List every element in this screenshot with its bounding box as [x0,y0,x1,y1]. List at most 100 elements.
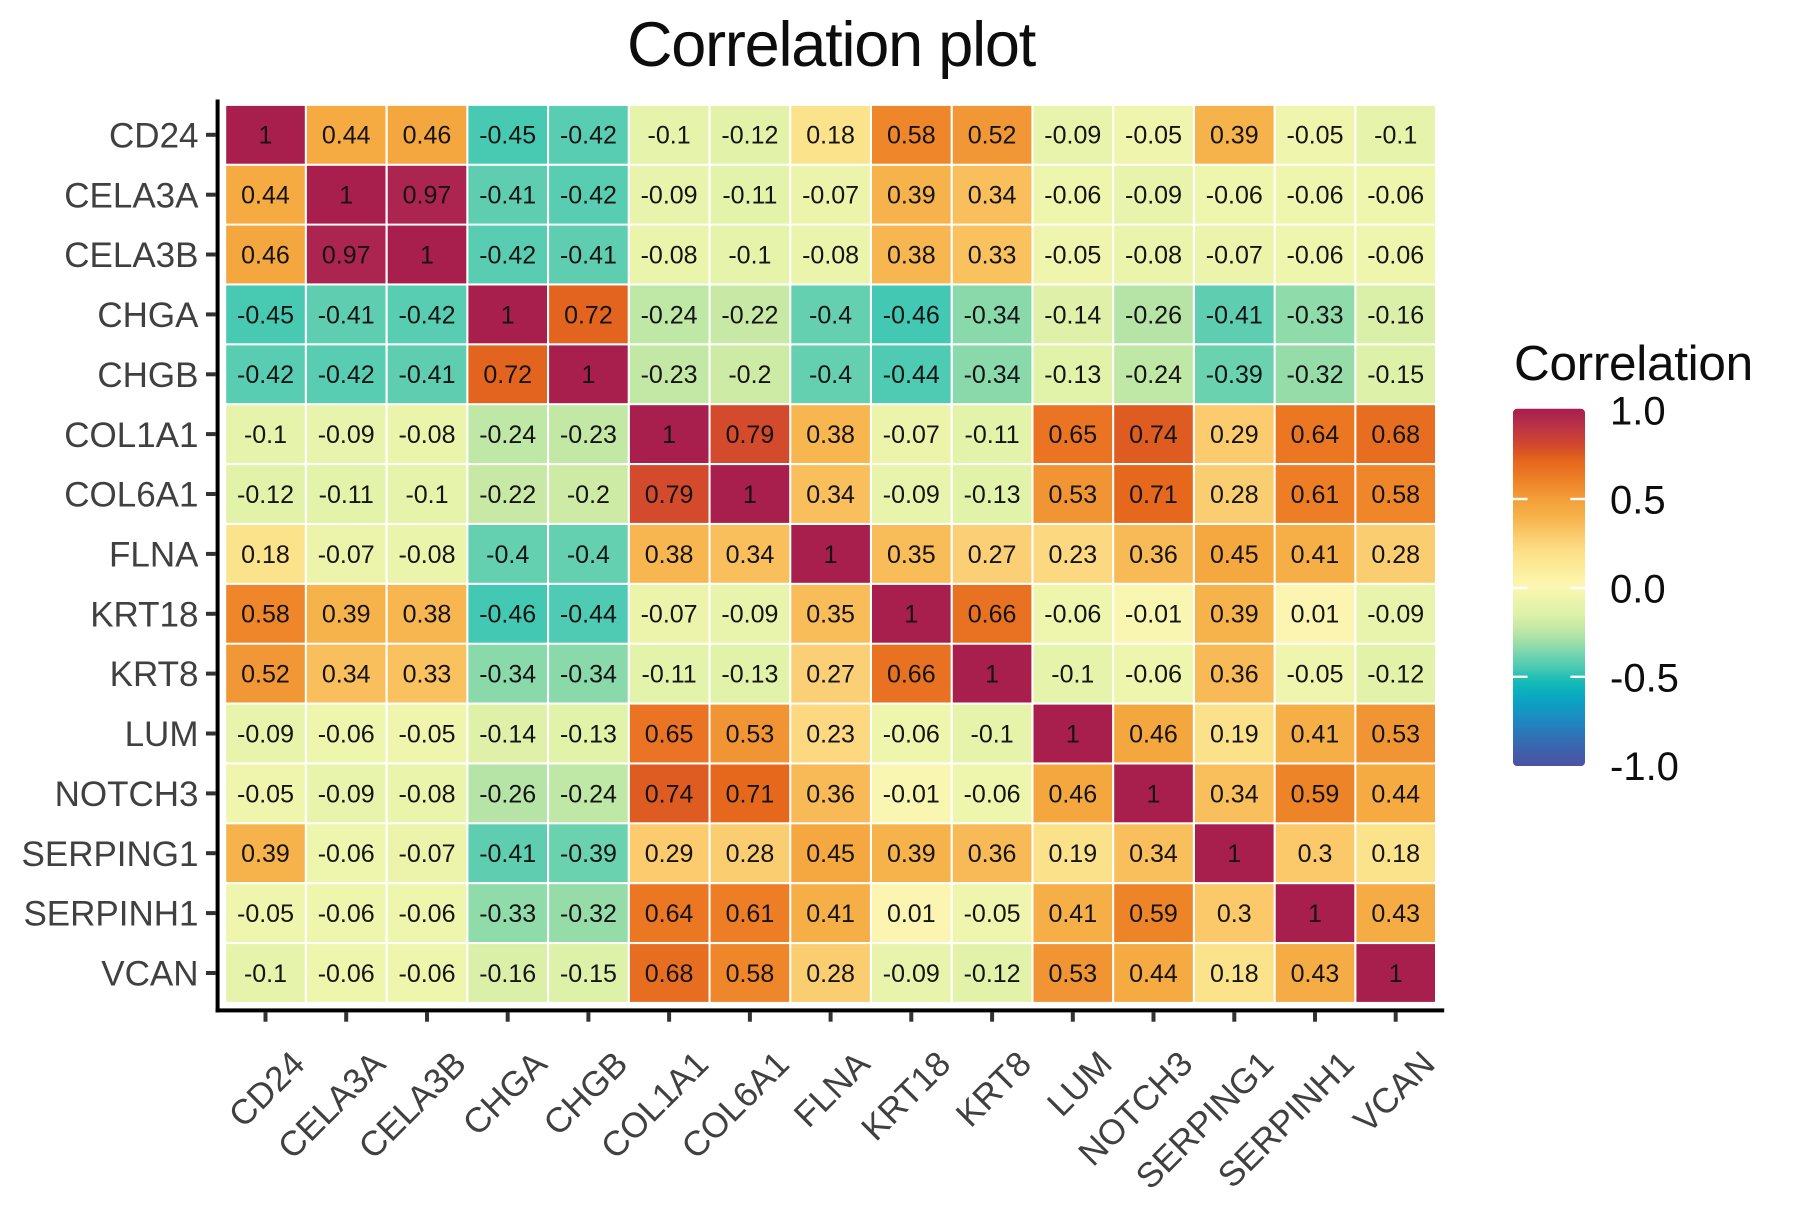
svg-text:0.5: 0.5 [1610,479,1666,523]
svg-text:Correlation: Correlation [1514,336,1753,391]
svg-text:-0.08: -0.08 [641,241,698,269]
svg-text:0.72: 0.72 [483,361,532,389]
svg-text:0.34: 0.34 [968,182,1017,210]
svg-text:-0.13: -0.13 [1044,361,1101,389]
svg-text:-0.05: -0.05 [1125,122,1182,150]
svg-text:FLNA: FLNA [109,536,199,575]
svg-text:-0.13: -0.13 [721,661,778,689]
svg-text:-0.34: -0.34 [964,301,1021,329]
svg-text:0.45: 0.45 [806,840,855,868]
svg-text:-0.41: -0.41 [318,301,375,329]
svg-text:0.52: 0.52 [968,122,1017,150]
svg-text:-0.24: -0.24 [560,780,617,808]
svg-text:-0.23: -0.23 [641,361,698,389]
svg-text:-0.06: -0.06 [964,780,1021,808]
svg-text:CELA3B: CELA3B [64,236,198,275]
svg-text:0.34: 0.34 [1210,780,1259,808]
svg-text:Correlation plot: Correlation plot [627,10,1037,80]
svg-text:0.72: 0.72 [564,301,613,329]
svg-text:0.28: 0.28 [806,960,855,988]
svg-text:0.43: 0.43 [1371,900,1420,928]
svg-text:0.35: 0.35 [806,601,855,629]
svg-text:-0.08: -0.08 [399,541,456,569]
svg-text:0.36: 0.36 [1129,541,1178,569]
svg-text:-0.05: -0.05 [964,900,1021,928]
svg-text:0.38: 0.38 [403,601,452,629]
svg-text:-0.26: -0.26 [1125,301,1182,329]
svg-text:0.41: 0.41 [806,900,855,928]
svg-text:0.97: 0.97 [322,241,371,269]
svg-text:-0.41: -0.41 [479,840,536,868]
svg-text:-0.45: -0.45 [479,122,536,150]
svg-text:0.68: 0.68 [645,960,694,988]
svg-text:CD24: CD24 [109,116,198,155]
svg-text:1: 1 [339,182,353,210]
svg-text:0.43: 0.43 [1291,960,1340,988]
svg-text:-0.44: -0.44 [883,361,940,389]
svg-text:-0.2: -0.2 [728,361,771,389]
svg-text:0.18: 0.18 [241,541,290,569]
svg-text:-0.06: -0.06 [318,960,375,988]
svg-text:-0.41: -0.41 [1206,301,1263,329]
svg-text:0.68: 0.68 [1371,421,1420,449]
svg-text:1: 1 [581,361,595,389]
svg-text:0.19: 0.19 [1048,840,1097,868]
svg-text:-0.09: -0.09 [1044,122,1101,150]
svg-text:-0.06: -0.06 [1044,182,1101,210]
svg-text:0.53: 0.53 [726,720,775,748]
svg-text:-0.06: -0.06 [1044,601,1101,629]
svg-text:0.53: 0.53 [1371,720,1420,748]
svg-text:-0.45: -0.45 [237,301,294,329]
svg-text:-0.4: -0.4 [809,301,852,329]
svg-text:-0.14: -0.14 [1044,301,1101,329]
svg-text:COL6A1: COL6A1 [64,476,198,515]
svg-text:-0.07: -0.07 [399,840,456,868]
svg-text:0.39: 0.39 [887,840,936,868]
svg-text:SERPINH1: SERPINH1 [23,895,198,934]
svg-text:0.27: 0.27 [968,541,1017,569]
svg-text:-0.11: -0.11 [722,182,777,210]
svg-text:1: 1 [743,481,757,509]
svg-text:-1.0: -1.0 [1610,745,1679,789]
svg-text:-0.12: -0.12 [1367,661,1424,689]
svg-text:-0.11: -0.11 [965,421,1020,449]
svg-text:-0.41: -0.41 [560,241,617,269]
svg-text:-0.09: -0.09 [883,960,940,988]
svg-text:-0.42: -0.42 [479,241,536,269]
svg-text:CHGA: CHGA [97,296,199,335]
svg-text:0.61: 0.61 [726,900,775,928]
svg-text:-0.09: -0.09 [318,780,375,808]
svg-text:-0.34: -0.34 [964,361,1021,389]
svg-text:0.53: 0.53 [1048,481,1097,509]
svg-text:-0.09: -0.09 [721,601,778,629]
svg-text:-0.09: -0.09 [237,720,294,748]
svg-text:-0.46: -0.46 [883,301,940,329]
svg-text:1: 1 [1147,780,1161,808]
svg-text:0.58: 0.58 [887,122,936,150]
svg-text:-0.06: -0.06 [318,900,375,928]
svg-text:0.34: 0.34 [1129,840,1178,868]
svg-text:SERPING1: SERPING1 [22,835,199,874]
svg-text:0.33: 0.33 [968,241,1017,269]
svg-text:0.46: 0.46 [241,241,290,269]
svg-text:-0.06: -0.06 [1367,182,1424,210]
svg-text:0.41: 0.41 [1291,720,1340,748]
svg-text:-0.09: -0.09 [883,481,940,509]
svg-text:KRT18: KRT18 [90,595,198,634]
svg-text:0.34: 0.34 [806,481,855,509]
svg-text:-0.12: -0.12 [237,481,294,509]
svg-text:0.52: 0.52 [241,661,290,689]
svg-text:-0.33: -0.33 [479,900,536,928]
svg-text:-0.05: -0.05 [237,900,294,928]
svg-text:0.64: 0.64 [1291,421,1340,449]
svg-text:0.71: 0.71 [726,780,775,808]
svg-text:0.29: 0.29 [645,840,694,868]
svg-text:-0.16: -0.16 [479,960,536,988]
svg-text:0.01: 0.01 [1291,601,1340,629]
svg-text:-0.1: -0.1 [648,122,691,150]
svg-text:1: 1 [1389,960,1403,988]
svg-text:1: 1 [1066,720,1080,748]
svg-text:0.41: 0.41 [1048,900,1097,928]
svg-text:0.28: 0.28 [726,840,775,868]
svg-text:0.34: 0.34 [322,661,371,689]
